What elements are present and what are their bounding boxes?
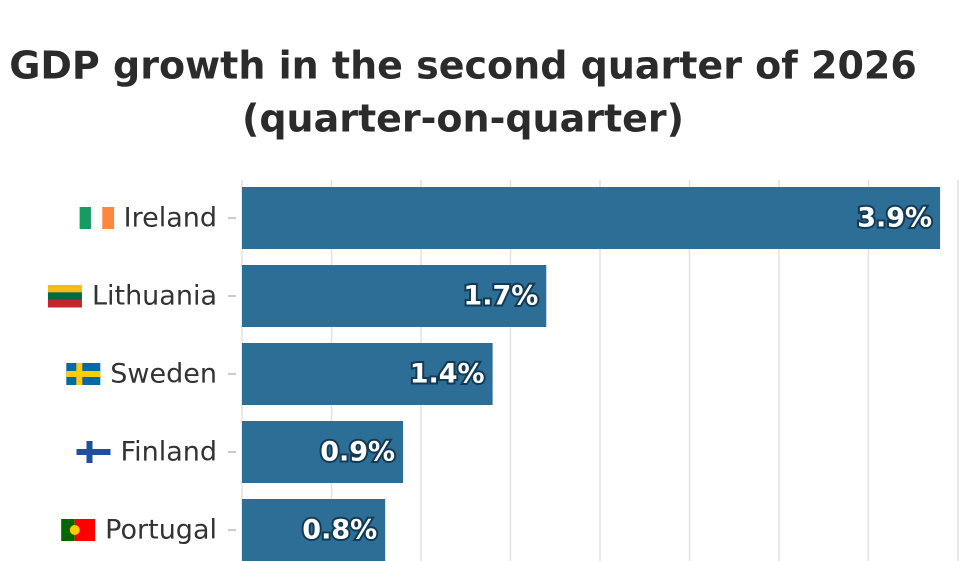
category-label: Finland: [121, 437, 217, 468]
flag: [66, 371, 101, 377]
category-label: Portugal: [105, 515, 217, 546]
category-label: Ireland: [124, 203, 217, 234]
flag: [61, 519, 75, 541]
bar: [242, 343, 493, 405]
category-label: Sweden: [110, 359, 217, 390]
value-label: 0.9%: [320, 437, 395, 468]
flag: [79, 207, 92, 229]
value-label: 1.7%: [463, 281, 538, 312]
bar: [242, 499, 386, 561]
chart-title: GDP growth in the second quarter of 2026: [9, 44, 917, 88]
category-label: Lithuania: [92, 281, 217, 312]
bar: [242, 265, 547, 327]
flag: [47, 285, 82, 293]
flag: [47, 292, 82, 301]
value-label: 0.8%: [302, 515, 377, 546]
flag: [90, 207, 103, 229]
value-label: 1.4%: [410, 359, 485, 390]
value-label: 3.9%: [857, 203, 932, 234]
flag: [74, 519, 96, 541]
flag: [47, 299, 82, 308]
flag: [76, 449, 111, 455]
flag: [102, 207, 115, 229]
bar: [242, 421, 404, 483]
chart-subtitle: (quarter-on-quarter): [242, 97, 684, 141]
flag: [69, 525, 80, 535]
bar: [242, 187, 941, 249]
